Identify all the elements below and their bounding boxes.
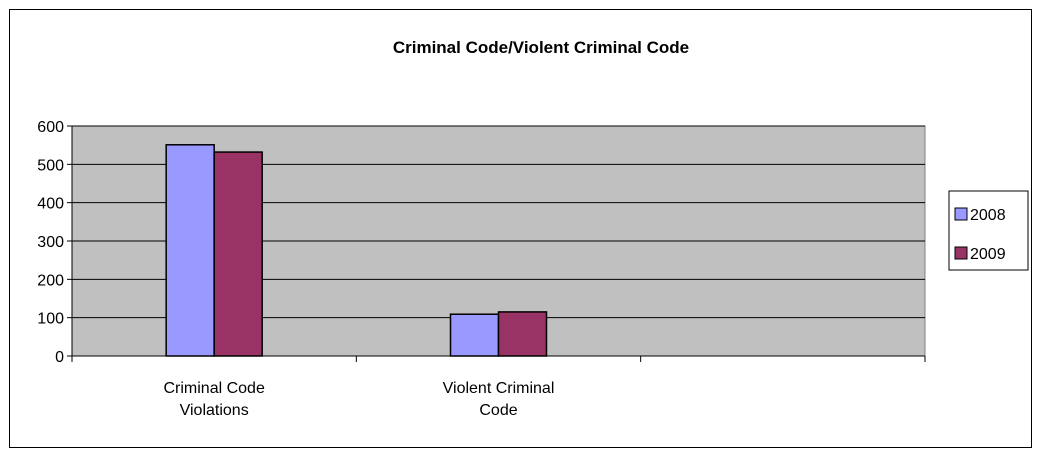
x-category-label: Criminal Code [163,380,264,397]
x-category-label: Violations [180,402,249,419]
x-category-label: Violent Criminal [443,380,555,397]
y-tick-label: 400 [37,196,64,213]
chart-title: Criminal Code/Violent Criminal Code [393,38,689,57]
bar-2008 [449,313,500,357]
bar-2009 [213,151,263,357]
legend-swatch [954,207,968,221]
legend-label: 2008 [970,207,1006,224]
y-tick-label: 0 [55,349,64,366]
legend-swatch [954,246,968,260]
y-tick-label: 200 [37,272,64,289]
y-axis-ticks: 0 100 200 300 400 500 600 [37,119,72,366]
legend-label: 2009 [970,246,1006,263]
bar-2009 [497,311,548,357]
y-tick-label: 500 [37,157,64,174]
x-category-label: Code [479,402,517,419]
y-tick-label: 100 [37,311,64,328]
legend: 2008 2009 [948,190,1029,271]
y-tick-label: 600 [37,119,64,136]
y-tick-label: 300 [37,234,64,251]
x-axis-categories: Criminal Code Violations Violent Criminal C… [71,356,926,419]
bars [165,144,548,357]
bar-2008 [165,144,215,357]
